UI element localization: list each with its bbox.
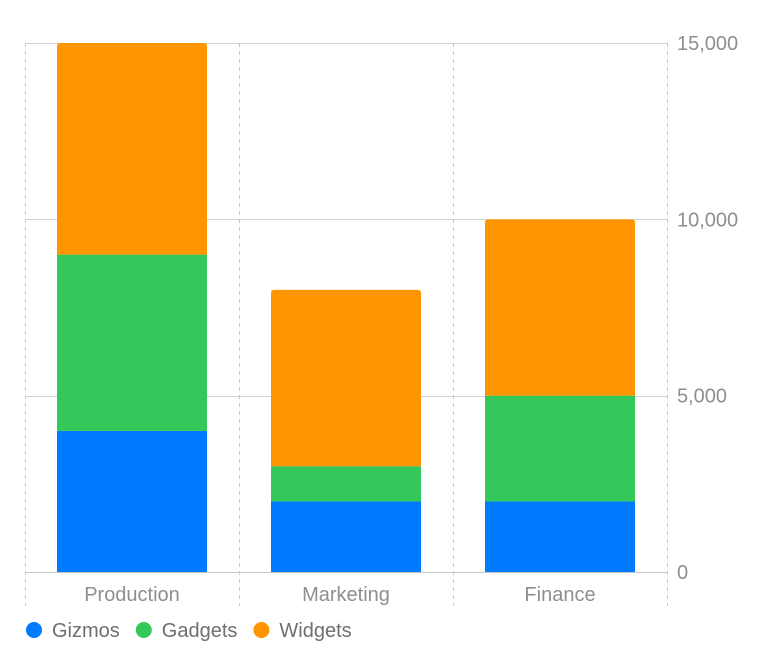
bar-widgets-marketing bbox=[271, 289, 421, 467]
legend-label-gadgets: Gadgets bbox=[162, 620, 238, 642]
legend: Gizmos Gadgets Widgets bbox=[26, 620, 352, 642]
y-tick-label: 5,000 bbox=[677, 386, 727, 408]
bars: Production Marketing Finance bbox=[57, 43, 635, 606]
bar-widgets-finance bbox=[485, 219, 635, 396]
legend-swatch-gadgets bbox=[135, 622, 152, 638]
y-tick-label: 10,000 bbox=[677, 209, 738, 231]
bar-gadgets-finance bbox=[485, 395, 635, 502]
y-tick-label: 0 bbox=[677, 562, 688, 584]
legend-label-gizmos: Gizmos bbox=[52, 620, 120, 642]
x-tick-label: Production bbox=[84, 584, 180, 606]
bar-gizmos-production bbox=[57, 430, 207, 572]
bar-gizmos-marketing bbox=[271, 501, 421, 572]
x-tick-label: Finance bbox=[524, 584, 595, 606]
bar-gadgets-marketing bbox=[271, 466, 421, 502]
y-tick-label: 15,000 bbox=[677, 33, 738, 55]
legend-swatch-gizmos bbox=[26, 622, 42, 638]
bar-widgets-production bbox=[57, 43, 207, 255]
bar-gadgets-production bbox=[57, 254, 207, 431]
bar-gizmos-finance bbox=[485, 501, 635, 572]
y-axis-labels: 0 5,000 10,000 15,000 bbox=[677, 33, 738, 584]
legend-label-widgets: Widgets bbox=[279, 620, 351, 642]
legend-swatch-widgets bbox=[253, 622, 270, 638]
x-tick-label: Marketing bbox=[302, 584, 390, 606]
